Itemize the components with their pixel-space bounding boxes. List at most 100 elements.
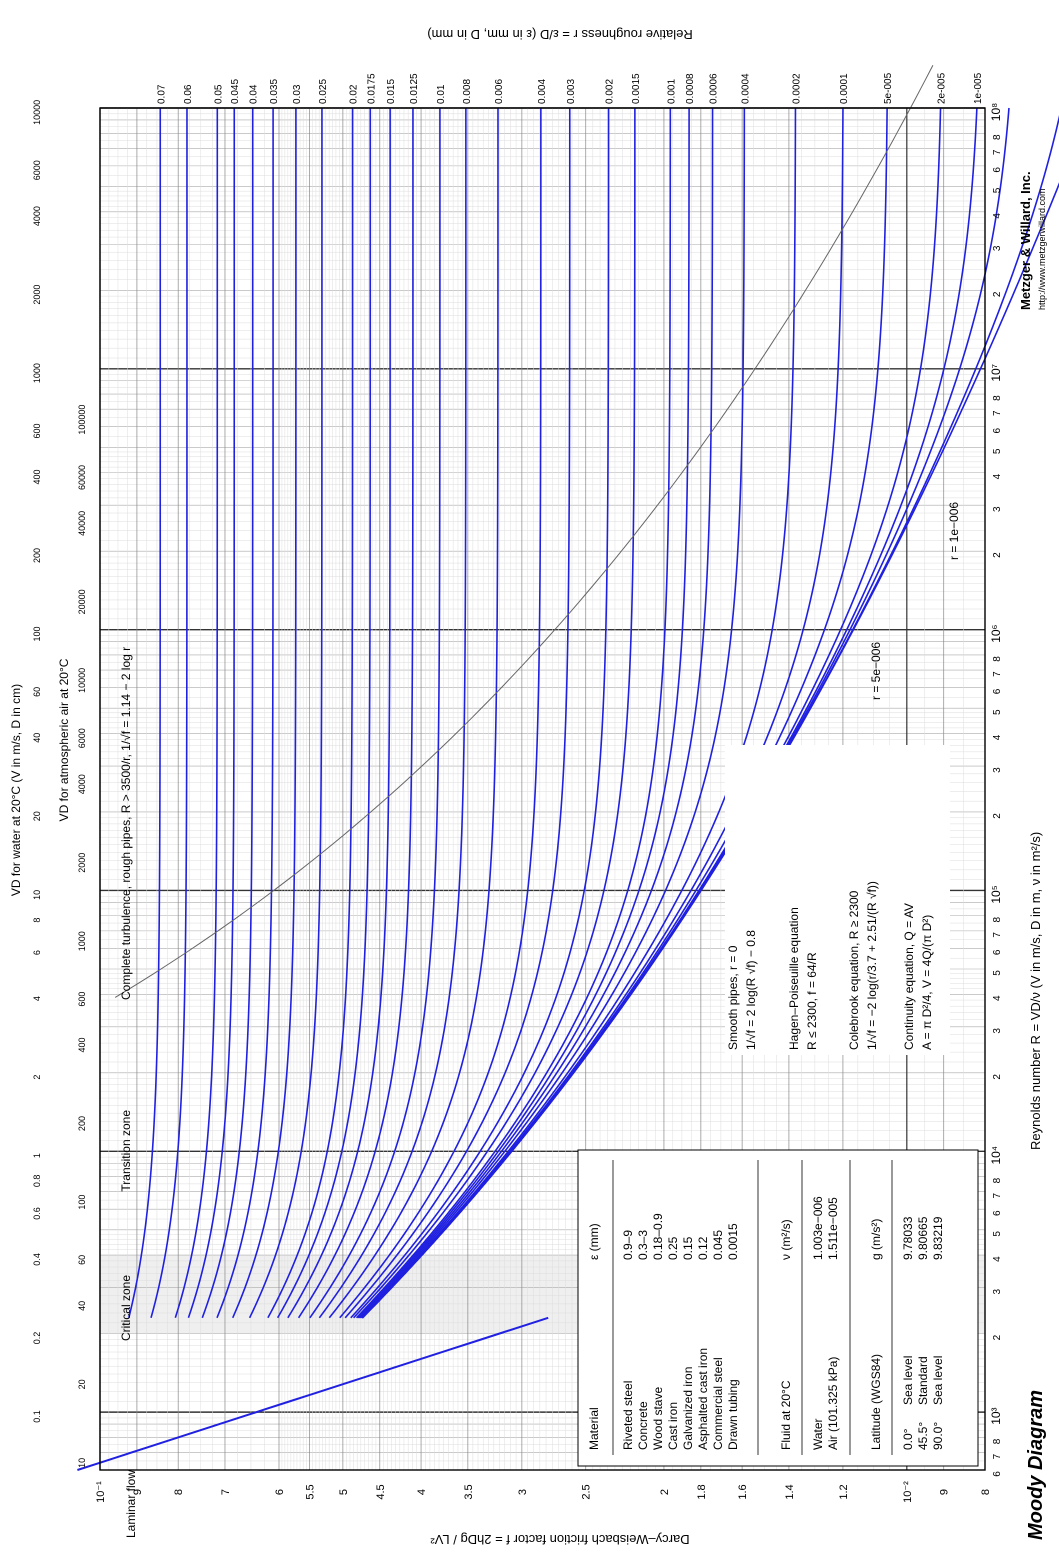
fluid-viscosity: 1.511e−005	[826, 1197, 840, 1260]
equations-box	[725, 745, 950, 1055]
materials-header-roughness: ε (mm)	[587, 1223, 601, 1260]
laminar-curve	[77, 1316, 549, 1471]
water-scale-label: 0.6	[32, 1207, 42, 1220]
curve-0p0006	[358, 107, 714, 1319]
water-scale-label: 1	[32, 1153, 42, 1158]
gravity-level: Sea level	[931, 1356, 945, 1405]
water-scale-label: 2000	[32, 285, 42, 305]
roughness-label: 0.07	[156, 84, 167, 104]
roughness-label: 0.0015	[631, 73, 642, 104]
air-scale-label: 1000	[77, 931, 87, 951]
fluid-name: Water	[811, 1418, 825, 1450]
curve-0p01	[309, 108, 441, 1319]
material-roughness: 0.25	[666, 1236, 680, 1260]
material-roughness: 0.18–0.9	[651, 1213, 665, 1260]
roughness-label: 0.04	[249, 84, 260, 104]
material-name: Galvanized iron	[681, 1367, 695, 1450]
reynolds-minor-label: 3	[992, 1288, 1003, 1294]
water-scale-label: 0.2	[32, 1332, 42, 1345]
curve-0p035	[216, 108, 274, 1319]
reynolds-decade-label: 10⁶	[989, 624, 1003, 642]
gravity-header-g: g (m/s²)	[869, 1219, 883, 1260]
top-axis-title: Relative roughness r = ε/D (ε in mm, D i…	[427, 27, 693, 42]
reynolds-minor-label: 7	[992, 1453, 1003, 1459]
r-1e-006-label: r = 1e−006	[947, 502, 961, 560]
colebrook-title: Colebrook equation, R ≥ 2300	[847, 890, 861, 1050]
water-scale-label: 8	[32, 918, 42, 923]
water-scale-label: 200	[32, 548, 42, 563]
friction-tick-label: 4.5	[375, 1484, 387, 1499]
reynolds-minor-label: 8	[992, 1438, 1003, 1444]
water-scale-label: 2	[32, 1075, 42, 1080]
curve-0p03	[231, 108, 297, 1319]
curve-0p0002	[360, 107, 797, 1319]
reynolds-minor-label: 5	[992, 448, 1003, 454]
reynolds-axis-title: Reynolds number R = VD/ν (V in m/s, D in…	[1028, 832, 1043, 1150]
reynolds-minor-label: 7	[992, 410, 1003, 416]
labels: 0.07 0.06 0.05 0.045 0.04 0.035 0.03 0.025 0.02 0…	[9, 27, 1047, 1547]
reynolds-minor-label: 5	[992, 709, 1003, 715]
gravity-value: 9.78033	[901, 1216, 915, 1260]
reynolds-minor-label: 6	[992, 1210, 1003, 1216]
air-scale-label: 600	[77, 992, 87, 1007]
continuity-title: Continuity equation, Q = AV	[902, 903, 916, 1050]
water-scale-label: 4000	[32, 206, 42, 226]
smooth-title: Smooth pipes, r = 0	[726, 945, 740, 1050]
friction-tick-label: 10⁻¹	[95, 1481, 107, 1503]
gravity-latitude: 45.5°	[916, 1422, 930, 1450]
reynolds-minor-label: 4	[992, 473, 1003, 479]
air-scale-label: 100000	[77, 405, 87, 435]
reynolds-minor-label: 4	[992, 213, 1003, 219]
material-name: Wood stave	[651, 1387, 665, 1450]
curve-0p002	[350, 108, 610, 1319]
hagen-title: Hagen–Poiseuille equation	[787, 907, 801, 1050]
curve-0p015	[287, 108, 391, 1319]
reynolds-minor-label: 3	[992, 245, 1003, 251]
roughness-label: 0.006	[494, 79, 505, 104]
air-scale-label: 20	[77, 1379, 87, 1389]
reynolds-minor-label: 5	[992, 970, 1003, 976]
water-scale-label: 10000	[32, 100, 42, 125]
friction-tick-label: 10⁻²	[902, 1481, 914, 1503]
publisher-label: Metzger & Willard, Inc.	[1018, 171, 1033, 310]
reynolds-minor-label: 4	[992, 1256, 1003, 1262]
roughness-label: 0.0002	[791, 73, 802, 104]
hagen-equation: R ≤ 2300, f = 64/R	[805, 952, 819, 1050]
roughness-label: 2e-005	[937, 72, 948, 104]
gravity-latitude: 0.0°	[901, 1428, 915, 1450]
reynolds-minor-label: 8	[992, 395, 1003, 401]
fluid-viscosity: 1.003e−006	[811, 1196, 825, 1260]
reynolds-decade-label: 10⁸	[989, 103, 1003, 121]
material-roughness: 0.3–3	[636, 1230, 650, 1260]
smooth-equation: 1/√f = 2 log(R √f) − 0.8	[744, 930, 758, 1050]
friction-tick-label: 1.6	[737, 1484, 749, 1499]
water-scale-label: 0.1	[32, 1410, 42, 1423]
curve-0p0001	[361, 107, 844, 1319]
gravity-header-latitude: Latitude (WGS84)	[869, 1354, 883, 1450]
gravity-value: 9.80665	[916, 1216, 930, 1260]
chart-title: Moody Diagram	[1025, 1390, 1047, 1540]
air-scale-label: 200	[77, 1116, 87, 1131]
water-scale-label: 60	[32, 687, 42, 697]
friction-tick-label: 3	[517, 1489, 529, 1495]
air-scale-label: 10000	[77, 668, 87, 693]
reynolds-minor-label: 7	[992, 1192, 1003, 1198]
air-scale-label: 20000	[77, 589, 87, 614]
curve-0p0015	[353, 108, 636, 1319]
reynolds-minor-label: 6	[992, 688, 1003, 694]
roughness-label: 0.0001	[839, 73, 850, 104]
curve-0p004	[339, 108, 542, 1319]
reynolds-minor-label: 6	[992, 949, 1003, 955]
friction-tick-label: 9	[132, 1489, 144, 1495]
material-name: Concrete	[636, 1401, 650, 1450]
material-roughness: 0.0015	[726, 1223, 740, 1260]
roughness-label: 0.03	[292, 84, 303, 104]
r-5e-006-label: r = 5e−006	[869, 642, 883, 700]
colebrook-equation: 1/√f = −2 log(r/3.7 + 2.51/(R √f))	[865, 881, 879, 1050]
curve-0p06	[150, 108, 188, 1319]
friction-tick-label: 8	[173, 1489, 185, 1495]
materials-table-frame	[577, 1149, 979, 1467]
fluids-header-fluid: Fluid at 20°C	[779, 1380, 793, 1450]
roughness-label: 0.025	[318, 79, 329, 104]
